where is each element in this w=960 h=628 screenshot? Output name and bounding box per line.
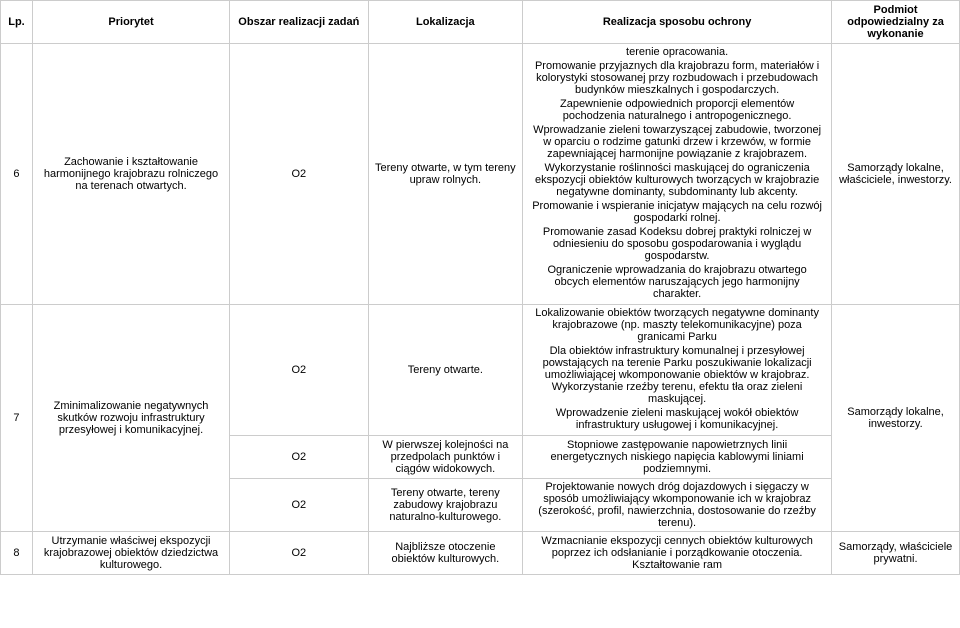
header-lp: Lp. [1,1,33,44]
cell-realizacja: Stopniowe zastępowanie napowietrznych li… [523,436,832,479]
cell-obszar: O2 [230,44,369,305]
realizacja-paragraph: terenie opracowania. [529,46,825,58]
table-row: 6 Zachowanie i kształtowanie harmonijneg… [1,44,960,305]
cell-lokalizacja: Najbliższe otoczenie obiektów kulturowyc… [368,532,523,575]
realizacja-paragraph: Wprowadzenie zieleni maskującej wokół ob… [529,407,825,431]
cell-lokalizacja: Tereny otwarte. [368,305,523,436]
cell-lokalizacja: Tereny otwarte, tereny zabudowy krajobra… [368,479,523,532]
realizacja-paragraph: Promowanie zasad Kodeksu dobrej praktyki… [529,226,825,262]
cell-podmiot: Samorządy, właściciele prywatni. [832,532,960,575]
realizacja-paragraph: Zapewnienie odpowiednich proporcji eleme… [529,98,825,122]
header-podmiot: Podmiot odpowiedzialny za wykonanie [832,1,960,44]
realizacja-paragraph: Dla obiektów infrastruktury komunalnej i… [529,345,825,405]
header-lokalizacja: Lokalizacja [368,1,523,44]
realizacja-paragraph: Lokalizowanie obiektów tworzących negaty… [529,307,825,343]
cell-lokalizacja: Tereny otwarte, w tym tereny upraw rolny… [368,44,523,305]
realizacja-paragraph: Promowanie i wspieranie inicjatyw mający… [529,200,825,224]
cell-lp: 7 [1,305,33,532]
cell-obszar: O2 [230,436,369,479]
cell-lp: 8 [1,532,33,575]
cell-podmiot: Samorządy lokalne, inwestorzy. [832,305,960,532]
cell-realizacja: Projektowanie nowych dróg dojazdowych i … [523,479,832,532]
cell-realizacja: terenie opracowania. Promowanie przyjazny… [523,44,832,305]
cell-realizacja: Lokalizowanie obiektów tworzących negaty… [523,305,832,436]
header-obszar: Obszar realizacji zadań [230,1,369,44]
realizacja-paragraph: Ograniczenie wprowadzania do krajobrazu … [529,264,825,300]
cell-lp: 6 [1,44,33,305]
table-row: 7 Zminimalizowanie negatywnych skutków r… [1,305,960,436]
header-realizacja: Realizacja sposobu ochrony [523,1,832,44]
cell-realizacja: Wzmacnianie ekspozycji cennych obiektów … [523,532,832,575]
cell-podmiot: Samorządy lokalne, właściciele, inwestor… [832,44,960,305]
cell-obszar: O2 [230,532,369,575]
realizacja-paragraph: Promowanie przyjaznych dla krajobrazu fo… [529,60,825,96]
cell-lokalizacja: W pierwszej kolejności na przedpolach pu… [368,436,523,479]
data-table: Lp. Priorytet Obszar realizacji zadań Lo… [0,0,960,575]
cell-obszar: O2 [230,479,369,532]
cell-obszar: O2 [230,305,369,436]
realizacja-paragraph: Wprowadzanie zieleni towarzyszącej zabud… [529,124,825,160]
header-row: Lp. Priorytet Obszar realizacji zadań Lo… [1,1,960,44]
cell-priorytet: Zachowanie i kształtowanie harmonijnego … [32,44,229,305]
realizacja-paragraph: Wykorzystanie roślinności maskującej do … [529,162,825,198]
cell-priorytet: Utrzymanie właściwej ekspozycji krajobra… [32,532,229,575]
table-row: 8 Utrzymanie właściwej ekspozycji krajob… [1,532,960,575]
header-priorytet: Priorytet [32,1,229,44]
cell-priorytet: Zminimalizowanie negatywnych skutków roz… [32,305,229,532]
